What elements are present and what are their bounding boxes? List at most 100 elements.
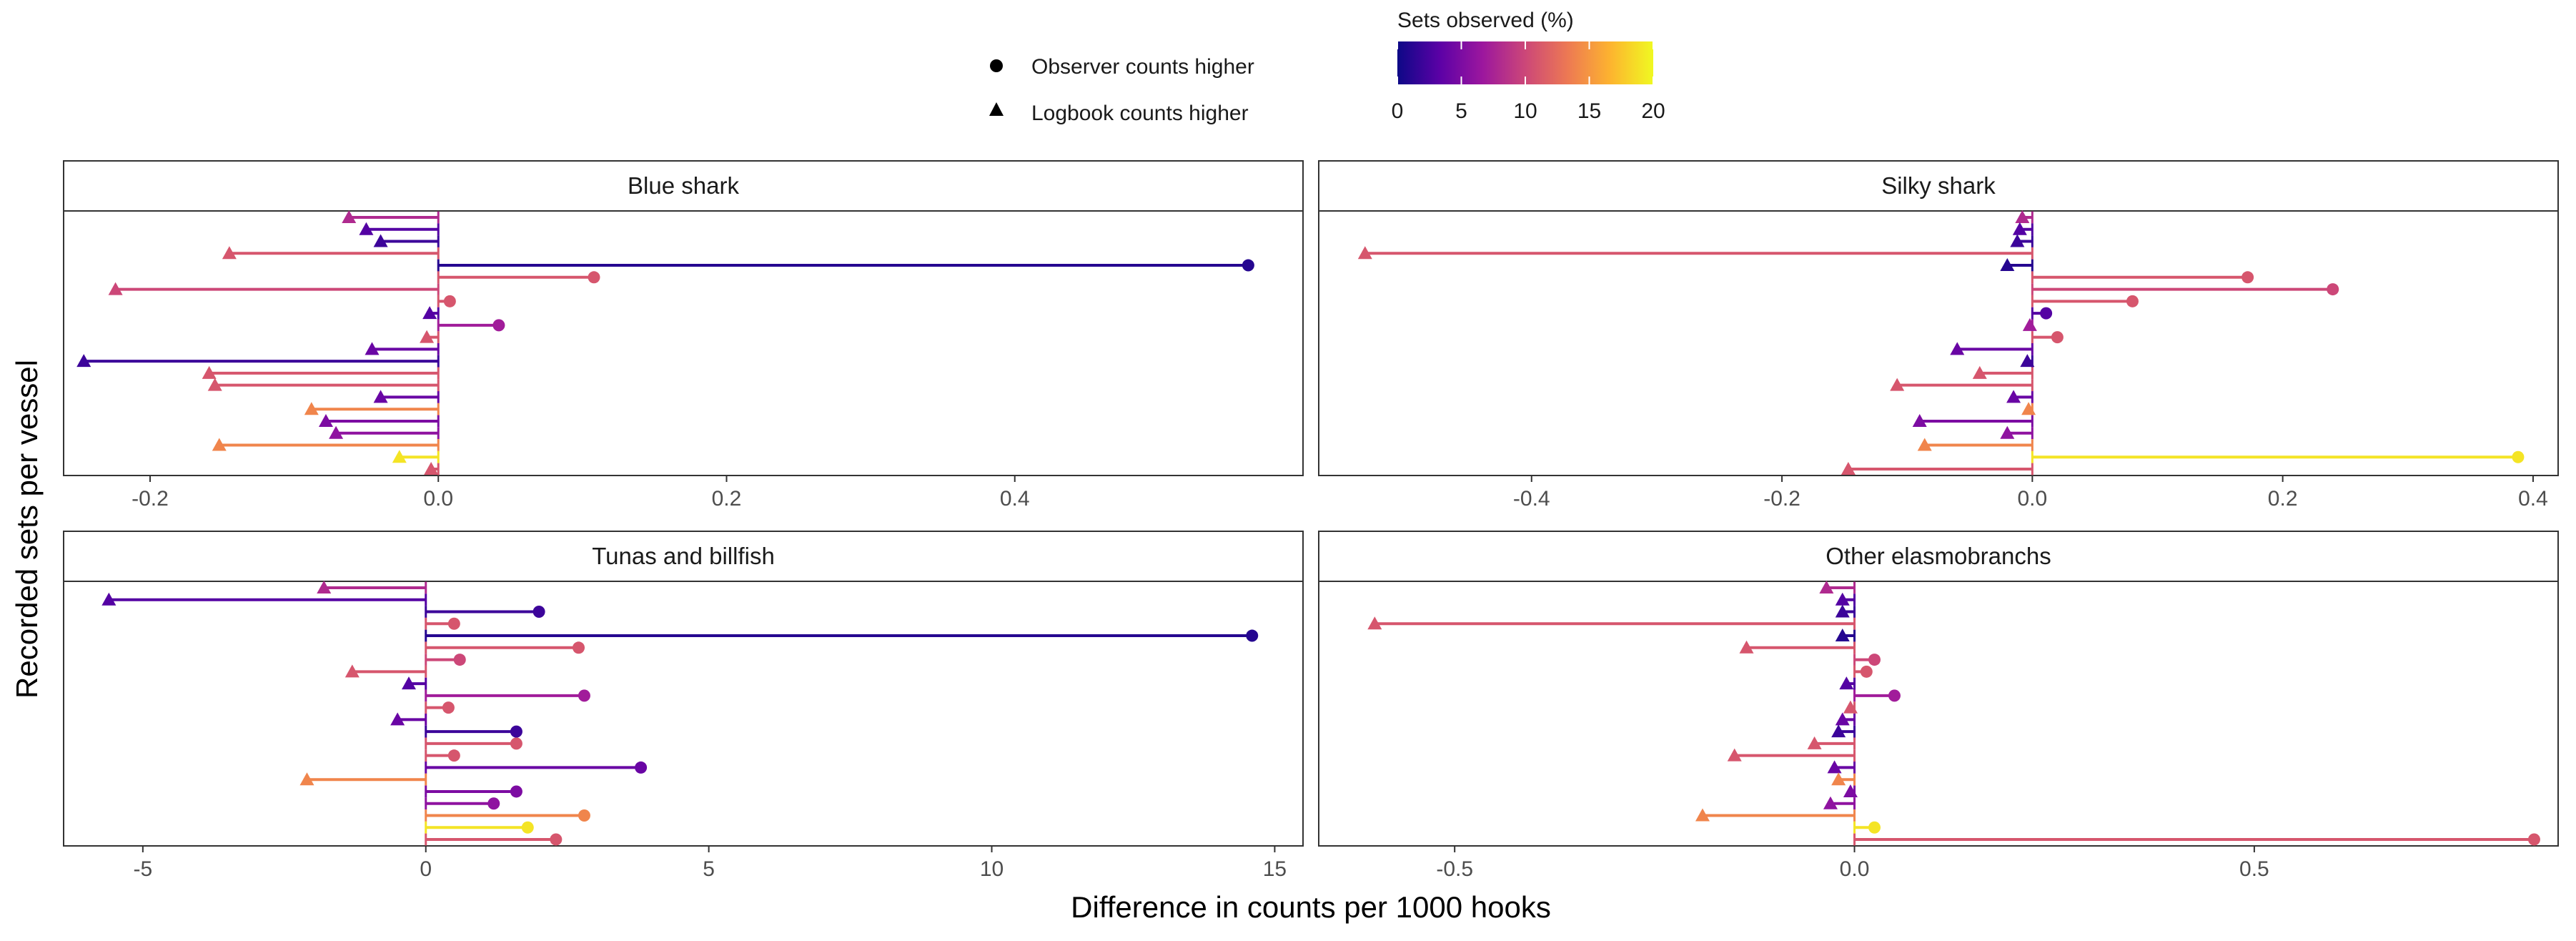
- observer-higher-point: [442, 701, 455, 714]
- observer-higher-point: [588, 271, 600, 284]
- x-tick-label: 5: [703, 857, 715, 881]
- colorbar-legend: Sets observed (%) 0 5 10 15 20: [1392, 9, 1665, 123]
- panel-tunas-billfish: Tunas and billfish -5 0 5 10 15: [63, 531, 1304, 881]
- logbook-higher-point: [1835, 712, 1850, 726]
- logbook-higher-point: [317, 581, 332, 593]
- x-tick-label: 0.0: [2018, 487, 2048, 511]
- x-tick-label: 15: [1263, 857, 1287, 881]
- observer-higher-point: [453, 654, 466, 666]
- logbook-higher-point: [2000, 425, 2015, 439]
- logbook-higher-point: [222, 246, 237, 260]
- logbook-higher-point: [1835, 604, 1850, 618]
- observer-higher-point: [1242, 259, 1254, 272]
- logbook-higher-point: [1357, 246, 1372, 260]
- logbook-higher-point: [1695, 808, 1710, 822]
- logbook-higher-point: [373, 234, 388, 247]
- logbook-higher-point: [420, 330, 435, 343]
- colorbar-title: Sets observed (%): [1397, 9, 1574, 32]
- logbook-higher-point: [1807, 736, 1822, 749]
- logbook-higher-point: [1831, 724, 1846, 738]
- logbook-higher-point: [401, 676, 416, 690]
- x-tick-label: 0.4: [2518, 487, 2548, 511]
- observer-higher-point: [487, 797, 500, 810]
- logbook-higher-point: [2010, 234, 2025, 247]
- panel-title: Silky shark: [1881, 172, 1996, 199]
- logbook-higher-point: [1950, 342, 1965, 355]
- shape-legend: Observer counts higher Logbook counts hi…: [989, 55, 1254, 125]
- logbook-higher-point: [1727, 748, 1742, 762]
- panel-silky-shark: Silky shark -0.4 -0.2 0.0 0.2 0.4: [1318, 160, 2559, 511]
- plot-area: [1318, 581, 2559, 847]
- panel-strip: [1318, 160, 2559, 212]
- logbook-higher-point: [1890, 378, 1905, 391]
- logbook-higher-point: [1367, 616, 1382, 630]
- logbook-higher-point: [390, 712, 405, 726]
- panel-title: Blue shark: [628, 172, 739, 199]
- x-tick-label: 0.0: [423, 487, 453, 511]
- colorbar-ticks: 0 5 10 15 20: [1392, 41, 1665, 123]
- logbook-higher-point: [365, 342, 380, 355]
- logbook-higher-point: [101, 592, 117, 606]
- plot-area: [63, 210, 1304, 476]
- observer-higher-point: [2051, 331, 2064, 344]
- colorbar-tick-label: 0: [1392, 99, 1404, 123]
- logbook-higher-point: [2006, 390, 2021, 403]
- logbook-higher-point: [422, 306, 437, 320]
- logbook-higher-point: [1839, 676, 1854, 690]
- legend-label-observer: Observer counts higher: [1031, 55, 1254, 79]
- observer-higher-point: [2126, 295, 2139, 307]
- colorbar-tick-label: 5: [1455, 99, 1467, 123]
- logbook-higher-point: [2015, 210, 2030, 223]
- legend-circle-marker: [990, 59, 1003, 72]
- observer-higher-point: [2512, 450, 2525, 463]
- observer-higher-point: [492, 319, 505, 332]
- x-tick-label: 0: [420, 857, 432, 881]
- panel-title: Other elasmobranchs: [1826, 543, 2051, 569]
- logbook-higher-point: [1843, 700, 1858, 714]
- x-tick-label: 10: [980, 857, 1004, 881]
- logbook-higher-point: [2022, 317, 2037, 331]
- x-tick-label: 0.2: [712, 487, 742, 511]
- logbook-higher-point: [1912, 413, 1927, 427]
- legend-triangle-marker: [989, 102, 1004, 116]
- logbook-higher-point: [76, 354, 91, 368]
- logbook-higher-point: [2020, 354, 2035, 368]
- logbook-higher-point: [342, 210, 357, 223]
- logbook-higher-point: [1819, 581, 1834, 593]
- logbook-higher-point: [329, 425, 344, 439]
- logbook-higher-point: [2000, 258, 2015, 272]
- x-tick-label: 0.2: [2268, 487, 2298, 511]
- plot-area: [1318, 210, 2559, 476]
- x-tick-label: 0.0: [1840, 857, 1870, 881]
- logbook-higher-point: [2012, 222, 2027, 235]
- logbook-higher-point: [1835, 629, 1850, 642]
- colorbar-tick-label: 20: [1641, 99, 1665, 123]
- logbook-higher-point: [1917, 438, 1932, 451]
- observer-higher-point: [447, 617, 460, 630]
- x-tick-label: -0.2: [1763, 487, 1800, 511]
- logbook-higher-point: [304, 402, 319, 415]
- panel-title: Tunas and billfish: [592, 543, 775, 569]
- logbook-higher-point: [299, 772, 314, 786]
- logbook-higher-point: [1841, 462, 1856, 475]
- observer-higher-point: [521, 821, 534, 834]
- observer-higher-point: [1860, 665, 1873, 678]
- logbook-higher-point: [345, 664, 360, 678]
- observer-higher-point: [2527, 833, 2540, 846]
- logbook-higher-point: [1843, 784, 1858, 797]
- observer-higher-point: [2241, 271, 2254, 284]
- x-tick-label: -0.5: [1436, 857, 1473, 881]
- observer-higher-point: [1888, 689, 1901, 702]
- logbook-higher-point: [212, 438, 227, 451]
- observer-higher-point: [2040, 307, 2053, 320]
- logbook-higher-point: [318, 413, 333, 427]
- x-tick-label: -5: [134, 857, 153, 881]
- observer-higher-point: [510, 785, 522, 798]
- observer-higher-point: [447, 749, 460, 762]
- x-tick-label: 0.4: [1000, 487, 1030, 511]
- logbook-higher-point: [1835, 592, 1850, 606]
- observer-higher-point: [1868, 821, 1881, 834]
- logbook-higher-point: [108, 282, 123, 295]
- logbook-higher-point: [1972, 365, 1987, 379]
